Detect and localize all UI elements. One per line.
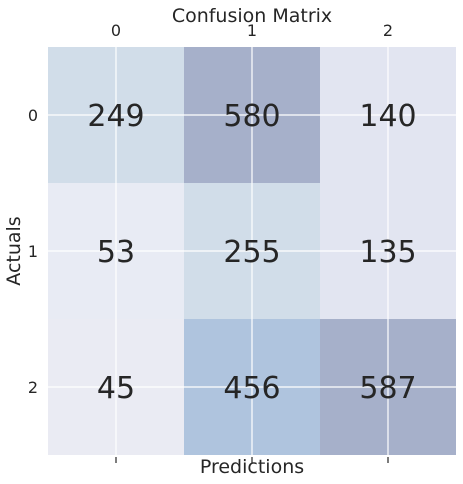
cell-value-label: 53 [97,235,135,270]
x-axis-label: Predictions [200,456,304,478]
cell-value-label: 135 [359,235,416,270]
cell-value-label: 255 [223,235,280,270]
axis-ticks: 0 1 2 0 1 2 [28,21,393,463]
gridlines [48,47,456,455]
cell-value-label: 456 [223,371,280,406]
cell-value-label: 587 [359,371,416,406]
x-tick-label-top: 1 [247,21,257,40]
y-tick-label: 2 [28,378,38,397]
y-axis-label: Actuals [3,216,25,285]
x-tick-label-top: 2 [383,21,393,40]
cell-value-label: 249 [87,99,144,134]
cell-value-label: 140 [359,99,416,134]
y-tick-label: 1 [28,242,38,261]
chart-title: Confusion Matrix [172,5,332,27]
cell-value-labels: 249 580 140 53 255 135 45 456 587 [87,99,416,406]
cell-value-label: 580 [223,99,280,134]
x-tick-label-top: 0 [111,21,121,40]
cell-value-label: 45 [97,371,135,406]
y-tick-label: 0 [28,106,38,125]
